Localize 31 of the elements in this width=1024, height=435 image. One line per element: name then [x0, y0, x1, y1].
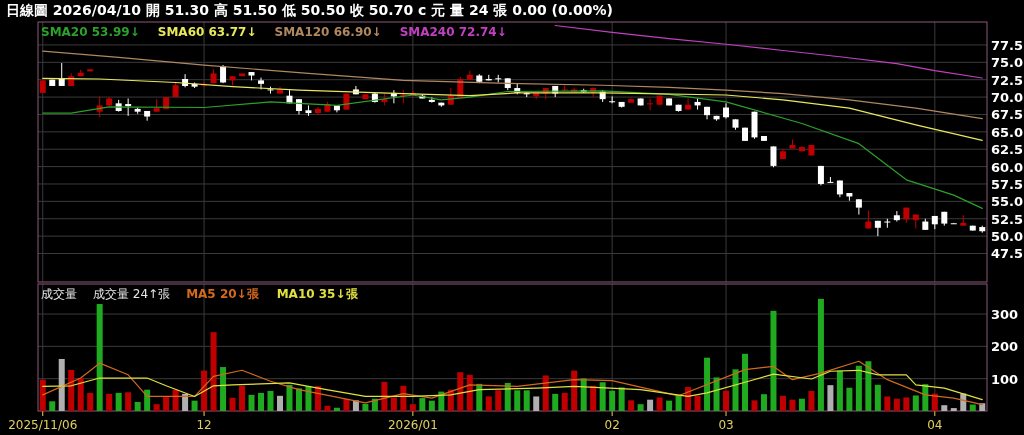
y-tick-label: 65.0: [991, 124, 1024, 140]
x-tick-label: 03: [718, 418, 734, 432]
y-tick-label: 75.0: [991, 55, 1024, 71]
y-tick-label: 57.5: [991, 176, 1024, 192]
y-tick-label: 100: [991, 371, 1019, 387]
y-tick-label: 55.0: [991, 194, 1024, 210]
x-tick-label: 02: [604, 418, 620, 432]
annotation: 成交量: [41, 287, 77, 301]
text: SMA20 53.99↓: [41, 25, 140, 39]
x-tick-label: 2025/11/06: [8, 418, 78, 432]
x-tick-label: 2026/01: [387, 418, 438, 432]
text: MA5 20↓張: [186, 287, 260, 301]
x-tick-label: 04: [927, 418, 943, 432]
text: SMA120 66.90↓: [274, 25, 382, 39]
y-tick-label: 50.0: [991, 229, 1024, 245]
y-tick-label: 200: [991, 339, 1019, 355]
y-tick-label: 67.5: [991, 107, 1024, 123]
x-tick-label: 12: [196, 418, 212, 432]
y-tick-label: 47.5: [991, 246, 1024, 262]
y-tick-label: 62.5: [991, 142, 1024, 158]
y-tick-label: 300: [991, 307, 1019, 323]
y-tick-label: 72.5: [991, 72, 1024, 88]
chart-title: 日線圖 2026/04/10 開 51.30 高 51.50 低 50.50 收 50.70 c 元 量 24 張 0.00 (0.00%): [6, 2, 613, 18]
text: SMA60 63.77↓: [157, 25, 257, 39]
annotation: 成交量 24↑張: [93, 287, 171, 301]
text: MA10 35↓張: [276, 287, 359, 301]
y-tick-label: 52.5: [991, 211, 1024, 227]
y-tick-label: 70.0: [991, 90, 1024, 106]
y-tick-label: 60.0: [991, 159, 1024, 175]
y-tick-label: 77.5: [991, 37, 1024, 53]
text: SMA240 72.74↓: [399, 25, 507, 39]
